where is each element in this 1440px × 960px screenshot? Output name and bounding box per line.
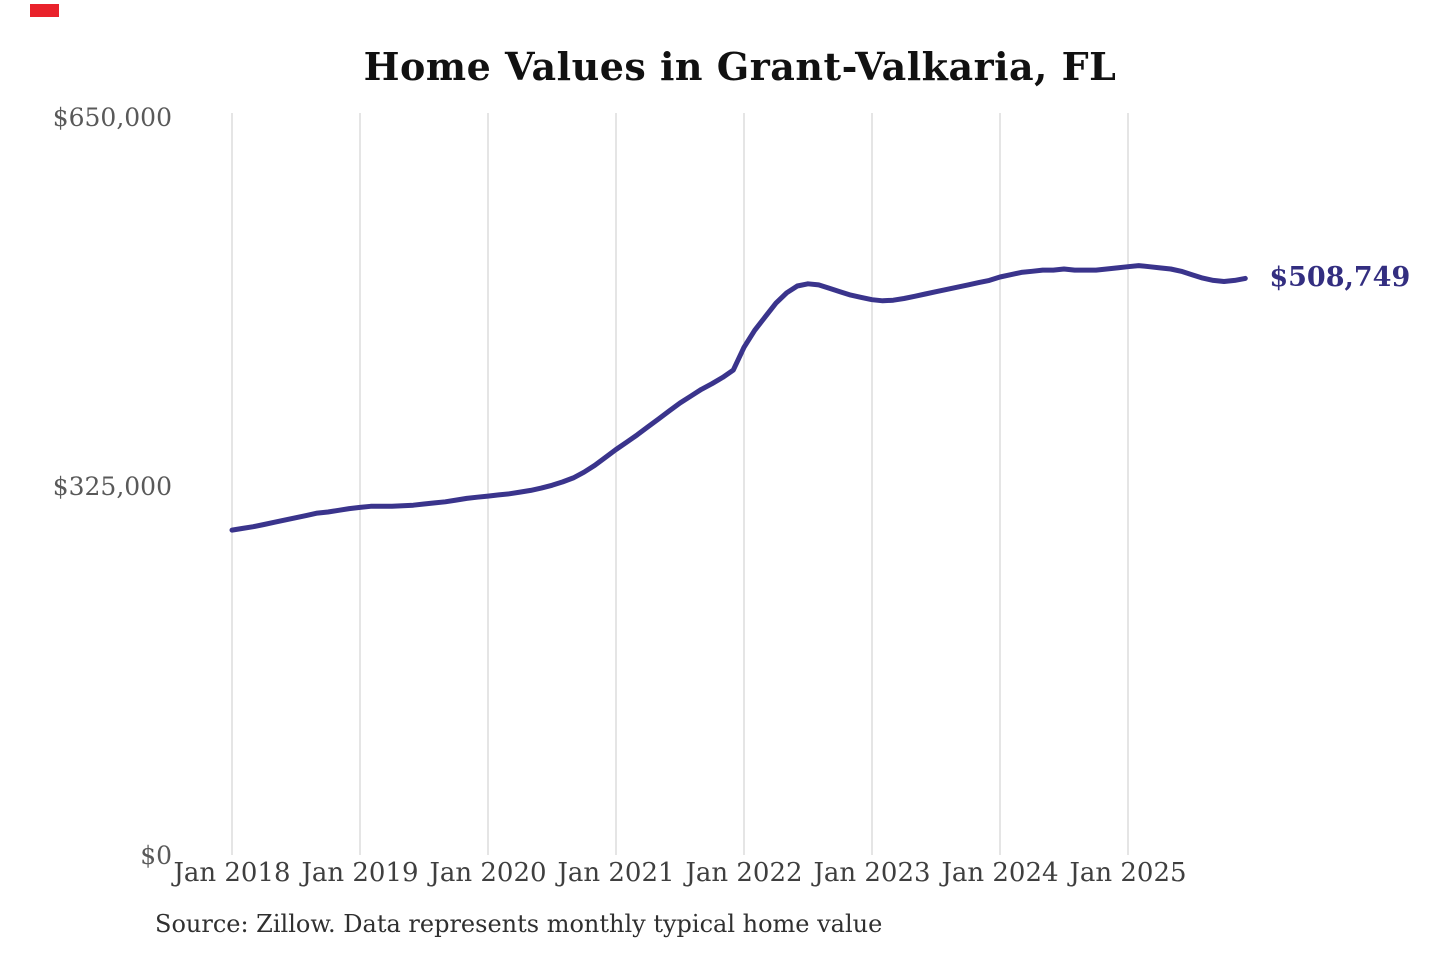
x-tick-label: Jan 2024 — [941, 858, 1059, 888]
x-tick-label: Jan 2020 — [429, 858, 547, 888]
x-tick-label: Jan 2025 — [1069, 858, 1187, 888]
y-tick-label: $0 — [140, 841, 172, 870]
y-tick-label: $325,000 — [52, 472, 172, 501]
x-tick-label: Jan 2023 — [813, 858, 931, 888]
source-note: Source: Zillow. Data represents monthly … — [155, 910, 883, 938]
latest-value-label: $508,749 — [1269, 262, 1411, 294]
chart-title: Home Values in Grant-Valkaria, FL — [363, 44, 1117, 89]
y-tick-label: $650,000 — [52, 103, 172, 132]
x-tick-label: Jan 2019 — [301, 858, 419, 888]
red-corner-mark — [30, 4, 59, 17]
x-tick-label: Jan 2022 — [685, 858, 803, 888]
home-value-line — [229, 263, 1248, 533]
x-tick-label: Jan 2018 — [173, 858, 291, 888]
x-tick-label: Jan 2021 — [557, 858, 675, 888]
